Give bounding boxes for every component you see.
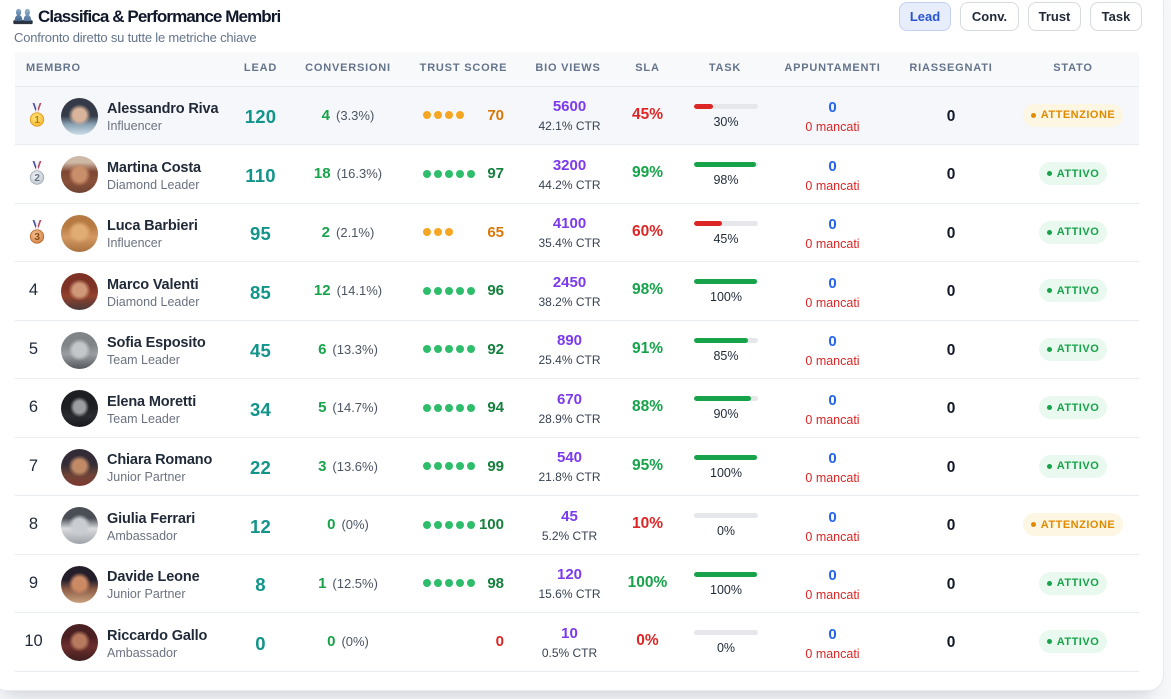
svg-text:3: 3 <box>34 232 40 243</box>
svg-text:1: 1 <box>34 115 40 126</box>
svg-text:2: 2 <box>34 173 40 184</box>
